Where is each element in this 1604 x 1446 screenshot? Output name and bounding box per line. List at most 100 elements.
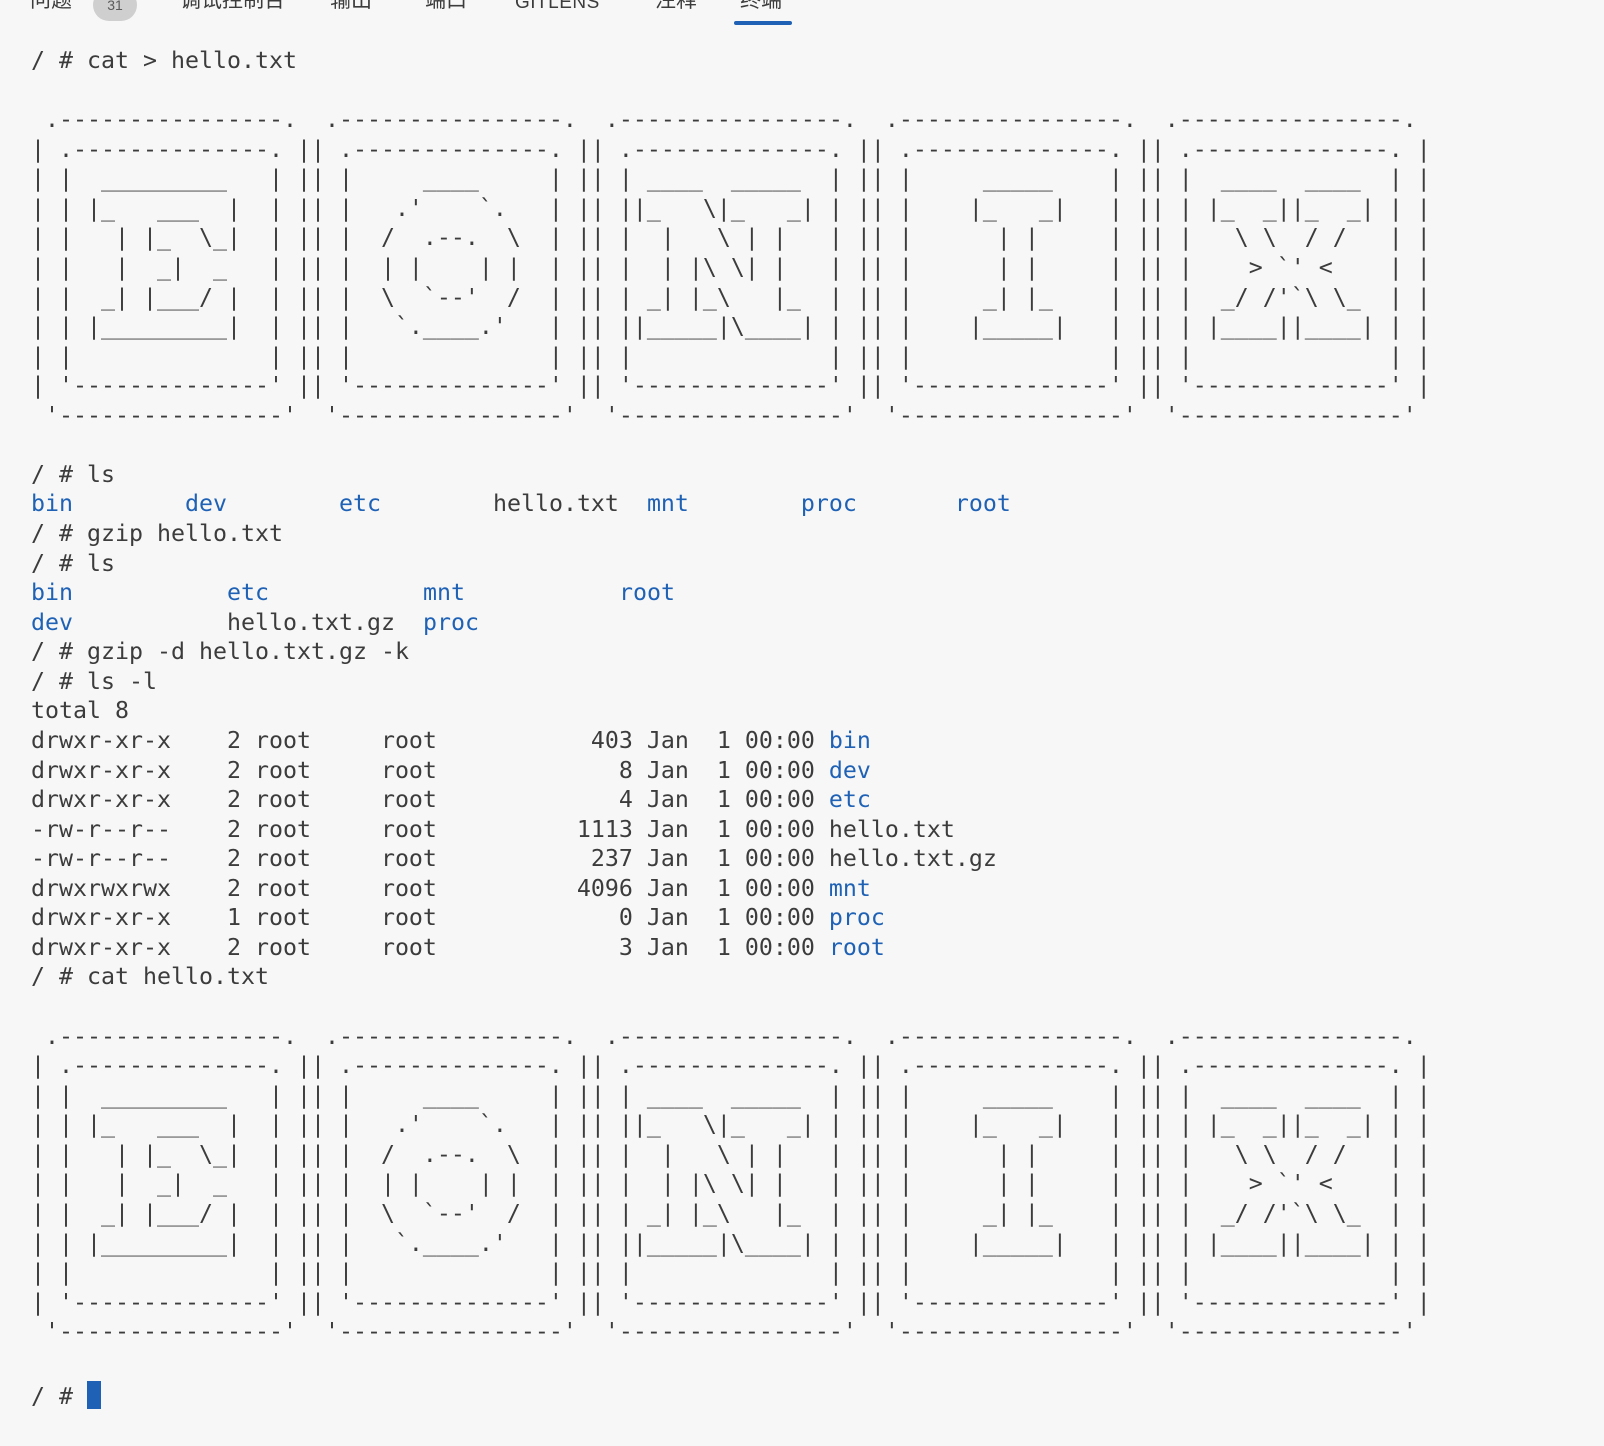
directory-name: dev: [184, 490, 227, 518]
tab-terminal[interactable]: 终端: [740, 0, 782, 12]
terminal-line: | | | || | | || | | || | | || | | |: [31, 1258, 1604, 1288]
terminal-text: / # cat > hello.txt: [31, 47, 297, 74]
terminal-line: drwxr-xr-x 1 root root 0 Jan 1 00:00 pro…: [31, 903, 1604, 933]
terminal-text: | | _| |___/ | | || | \ `--' / | || | _|…: [31, 283, 1431, 311]
terminal-line: drwxr-xr-x 2 root root 4 Jan 1 00:00 etc: [31, 785, 1604, 815]
terminal-line: drwxrwxrwx 2 root root 4096 Jan 1 00:00 …: [31, 874, 1604, 904]
terminal-line: / # gzip hello.txt: [31, 519, 1604, 549]
terminal-line: drwxr-xr-x 2 root root 8 Jan 1 00:00 dev: [31, 756, 1604, 786]
terminal-text: hello.txt.gz: [226, 608, 423, 636]
terminal-line: dev hello.txt.gz proc: [31, 608, 1604, 638]
terminal-line: | | |_ ___ | | || | .' `. | || ||_ \|_ _…: [31, 1110, 1604, 1140]
terminal-text: / #: [31, 1383, 87, 1411]
terminal-text: | | |_ ___ | | || | .' `. | || ||_ \|_ _…: [31, 1111, 1431, 1139]
terminal-text: | '--------------' || '--------------' |…: [31, 1288, 1431, 1316]
terminal-line: | | _________ | || | ____ | || | ____ __…: [31, 1081, 1604, 1111]
terminal-text: | | |_________| | || | `.____.' | || ||_…: [31, 1229, 1431, 1257]
terminal-line: | .--------------. || .--------------. |…: [31, 1051, 1604, 1081]
directory-name: mnt: [422, 579, 465, 607]
problems-count-badge: 31: [93, 0, 137, 21]
terminal-line: / # ls -l: [31, 667, 1604, 697]
tab-debug-console[interactable]: 调试控制台: [180, 0, 285, 12]
terminal-line: -rw-r--r-- 2 root root 1113 Jan 1 00:00 …: [31, 815, 1604, 845]
tab-gitlens-label: GITLENS: [515, 0, 600, 13]
terminal-line: | | | _| _ | || | | | | | | || | | |\ \|…: [31, 1169, 1604, 1199]
terminal-line: | '--------------' || '--------------' |…: [31, 371, 1604, 401]
terminal-text: hello.txt: [492, 490, 647, 518]
terminal-line: / # cat hello.txt: [31, 962, 1604, 992]
terminal-text: drwxr-xr-x 2 root root 8 Jan 1 00:00: [31, 756, 829, 784]
tab-output[interactable]: 输出: [330, 0, 372, 12]
terminal-text: [857, 490, 955, 517]
directory-name: root: [618, 579, 675, 607]
terminal-text: | | | |_ \_| | || | / .--. \ | || | | \ …: [31, 224, 1431, 252]
terminal-line: | | _| |___/ | | || | \ `--' / | || | _|…: [31, 1199, 1604, 1229]
terminal-text: drwxr-xr-x 1 root root 0 Jan 1 00:00: [31, 904, 829, 932]
terminal-text: / # ls: [31, 549, 115, 577]
terminal-line: total 8: [31, 696, 1604, 726]
directory-name: mnt: [828, 874, 871, 902]
terminal-line: bin etc mnt root: [31, 578, 1604, 608]
terminal-text: | .--------------. || .--------------. |…: [31, 135, 1431, 163]
terminal-text: | | _________ | || | ____ | || | ____ __…: [31, 165, 1431, 193]
directory-name: mnt: [646, 490, 689, 518]
terminal-line: .----------------. .----------------. .-…: [31, 105, 1604, 135]
terminal-text: [73, 579, 227, 606]
terminal-text: [73, 609, 227, 636]
tab-terminal-label: 终端: [740, 0, 782, 12]
terminal-text: / # gzip -d hello.txt.gz -k: [31, 638, 409, 666]
terminal-text: [73, 490, 185, 517]
terminal-line: | | | || | | || | | || | | || | | |: [31, 342, 1604, 372]
terminal-line: drwxr-xr-x 2 root root 3 Jan 1 00:00 roo…: [31, 933, 1604, 963]
terminal-line: .----------------. .----------------. .-…: [31, 1022, 1604, 1052]
terminal-line: [31, 992, 1604, 1022]
directory-name: bin: [31, 490, 73, 518]
directory-name: root: [954, 490, 1011, 518]
terminal-text: -rw-r--r-- 2 root root 1113 Jan 1 00:00 …: [31, 815, 955, 843]
terminal-line: / # cat > hello.txt: [31, 46, 1604, 76]
terminal-text: | | | || | | || | | || | | || | | |: [31, 342, 1431, 370]
terminal-line: bin dev etc hello.txt mnt proc root: [31, 489, 1604, 519]
terminal-text: [269, 579, 423, 606]
terminal-text: -rw-r--r-- 2 root root 237 Jan 1 00:00 h…: [31, 845, 997, 873]
terminal-text: / # cat hello.txt: [31, 963, 269, 991]
directory-name: proc: [422, 608, 479, 636]
tab-gitlens[interactable]: GITLENS: [515, 0, 600, 14]
terminal-text: drwxr-xr-x 2 root root 4 Jan 1 00:00: [31, 786, 829, 814]
terminal-line: '----------------' '----------------' '-…: [31, 1317, 1604, 1347]
directory-name: dev: [828, 756, 871, 784]
terminal-line: drwxr-xr-x 2 root root 403 Jan 1 00:00 b…: [31, 726, 1604, 756]
tab-ports[interactable]: 端口: [425, 0, 467, 12]
tab-ports-label: 端口: [425, 0, 467, 12]
terminal-text: '----------------' '----------------' '-…: [31, 401, 1431, 429]
terminal-line: | | |_________| | || | `.____.' | || ||_…: [31, 1229, 1604, 1259]
terminal-line: | | | _| _ | || | | | | | | || | | |\ \|…: [31, 253, 1604, 283]
terminal-line: | | |_________| | || | `.____.' | || ||_…: [31, 312, 1604, 342]
panel-tabs: 问题 31 调试控制台 输出 端口 GITLENS 注释 终端: [0, 0, 1604, 26]
directory-name: dev: [31, 608, 73, 636]
terminal-text: | | _| |___/ | | || | \ `--' / | || | _|…: [31, 1199, 1431, 1227]
terminal-text: | .--------------. || .--------------. |…: [31, 1052, 1431, 1080]
terminal-line: / #: [31, 1376, 1604, 1410]
panel-tabbar: 问题 31 调试控制台 输出 端口 GITLENS 注释 终端: [0, 0, 1604, 26]
terminal-text: drwxr-xr-x 2 root root 403 Jan 1 00:00: [31, 726, 829, 754]
terminal-text: | | | |_ \_| | || | / .--. \ | || | | \ …: [31, 1140, 1431, 1168]
terminal-line: | | _| |___/ | | || | \ `--' / | || | _|…: [31, 283, 1604, 313]
tab-comments[interactable]: 注释: [655, 0, 697, 12]
terminal-line: [31, 76, 1604, 106]
terminal-text: [689, 490, 801, 517]
terminal-line: | | | |_ \_| | || | / .--. \ | || | | \ …: [31, 223, 1604, 253]
terminal-line: | '--------------' || '--------------' |…: [31, 1288, 1604, 1318]
terminal-line: | | |_ ___ | | || | .' `. | || ||_ \|_ _…: [31, 194, 1604, 224]
terminal-line: | | | |_ \_| | || | / .--. \ | || | | \ …: [31, 1140, 1604, 1170]
terminal-text: [227, 490, 339, 517]
terminal-line: '----------------' '----------------' '-…: [31, 401, 1604, 431]
terminal-line: [31, 430, 1604, 460]
terminal-text: | | | _| _ | || | | | | | | || | | |\ \|…: [31, 1170, 1431, 1198]
terminal-text: / # gzip hello.txt: [31, 520, 283, 547]
terminal-text: [465, 579, 619, 606]
active-tab-indicator: [734, 21, 792, 25]
tab-problems[interactable]: 问题: [30, 0, 72, 12]
terminal[interactable]: / # cat > hello.txt .----------------. .…: [0, 26, 1604, 1410]
terminal-text: | '--------------' || '--------------' |…: [31, 372, 1431, 400]
